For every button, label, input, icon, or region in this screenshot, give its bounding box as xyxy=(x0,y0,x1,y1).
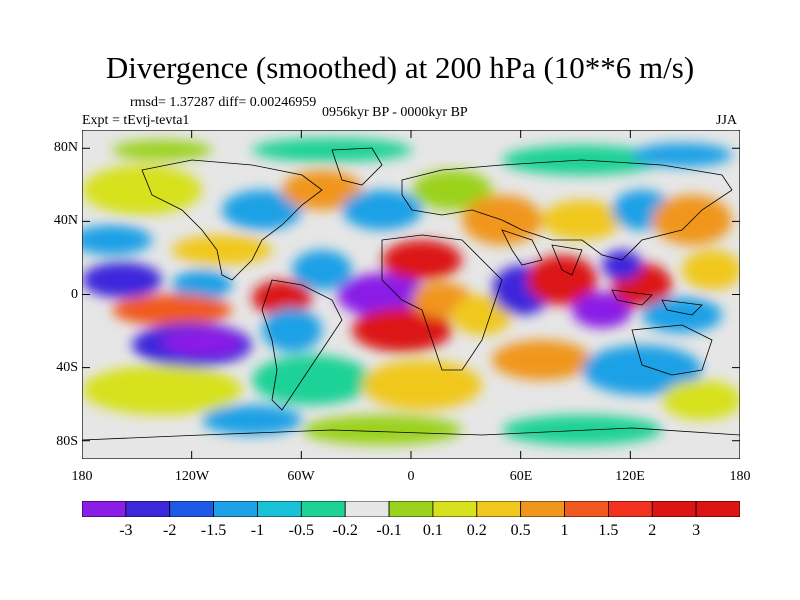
map-title: Divergence (smoothed) at 200 hPa (10**6 … xyxy=(105,50,695,85)
lat-label-80n: 80N xyxy=(53,140,78,155)
colorbar-swatch xyxy=(344,501,390,517)
lon-label-120e: 120E xyxy=(615,469,645,484)
colorbar-swatch xyxy=(695,501,740,517)
colorbar-label: 0.1 xyxy=(422,522,443,539)
colorbar-swatch xyxy=(257,501,302,517)
colorbar-swatch xyxy=(651,501,697,517)
colorbar-label: -0.2 xyxy=(332,522,358,539)
period-label: 0956kyr BP - 0000kyr BP xyxy=(322,105,468,120)
lat-label-equator: 0 xyxy=(71,287,78,302)
colorbar-swatch xyxy=(82,501,127,517)
colorbar xyxy=(82,501,740,517)
colorbar-swatch xyxy=(432,501,478,517)
lon-label-180w: 180 xyxy=(71,469,93,484)
stats-label: rmsd= 1.37287 diff= 0.00246959 xyxy=(130,95,317,110)
colorbar-label: -1 xyxy=(250,522,265,539)
colorbar-label: 3 xyxy=(692,522,701,539)
colorbar-label: 2 xyxy=(648,522,657,539)
lat-label-80s: 80S xyxy=(56,434,78,449)
colorbar-label: 0.2 xyxy=(466,522,487,539)
colorbar-swatch xyxy=(125,501,171,517)
colorbar-swatch xyxy=(564,501,609,517)
experiment-label: Expt = tEvtj-tevta1 xyxy=(82,113,190,128)
lat-label-40s: 40S xyxy=(56,360,78,375)
lon-label-120w: 120W xyxy=(174,469,210,484)
lon-label-180e: 180 xyxy=(729,469,751,484)
colorbar-label: -1.5 xyxy=(200,522,227,539)
divergence-field xyxy=(82,138,740,445)
colorbar-label: 1.5 xyxy=(598,522,619,539)
lon-label-0: 0 xyxy=(407,469,415,484)
divergence-map xyxy=(81,130,741,459)
colorbar-swatch xyxy=(520,501,565,517)
colorbar-swatch xyxy=(300,501,346,517)
lon-label-60e: 60E xyxy=(509,469,533,484)
colorbar-swatch xyxy=(388,501,434,517)
lon-label-60w: 60W xyxy=(287,469,315,484)
colorbar-label: 0.5 xyxy=(510,522,531,539)
colorbar-label: -3 xyxy=(119,522,133,539)
colorbar-label: -2 xyxy=(163,522,177,539)
colorbar-swatch xyxy=(213,501,258,517)
colorbar-swatch xyxy=(608,501,653,517)
colorbar-swatch xyxy=(476,501,522,517)
colorbar-label: -0.1 xyxy=(376,522,402,539)
colorbar-label: 1 xyxy=(560,522,569,539)
colorbar-label: -0.5 xyxy=(288,522,314,539)
world-map-coastlines xyxy=(82,147,740,441)
lat-label-40n: 40N xyxy=(53,213,78,228)
colorbar-swatch xyxy=(169,501,214,517)
season-label: JJA xyxy=(716,113,738,128)
